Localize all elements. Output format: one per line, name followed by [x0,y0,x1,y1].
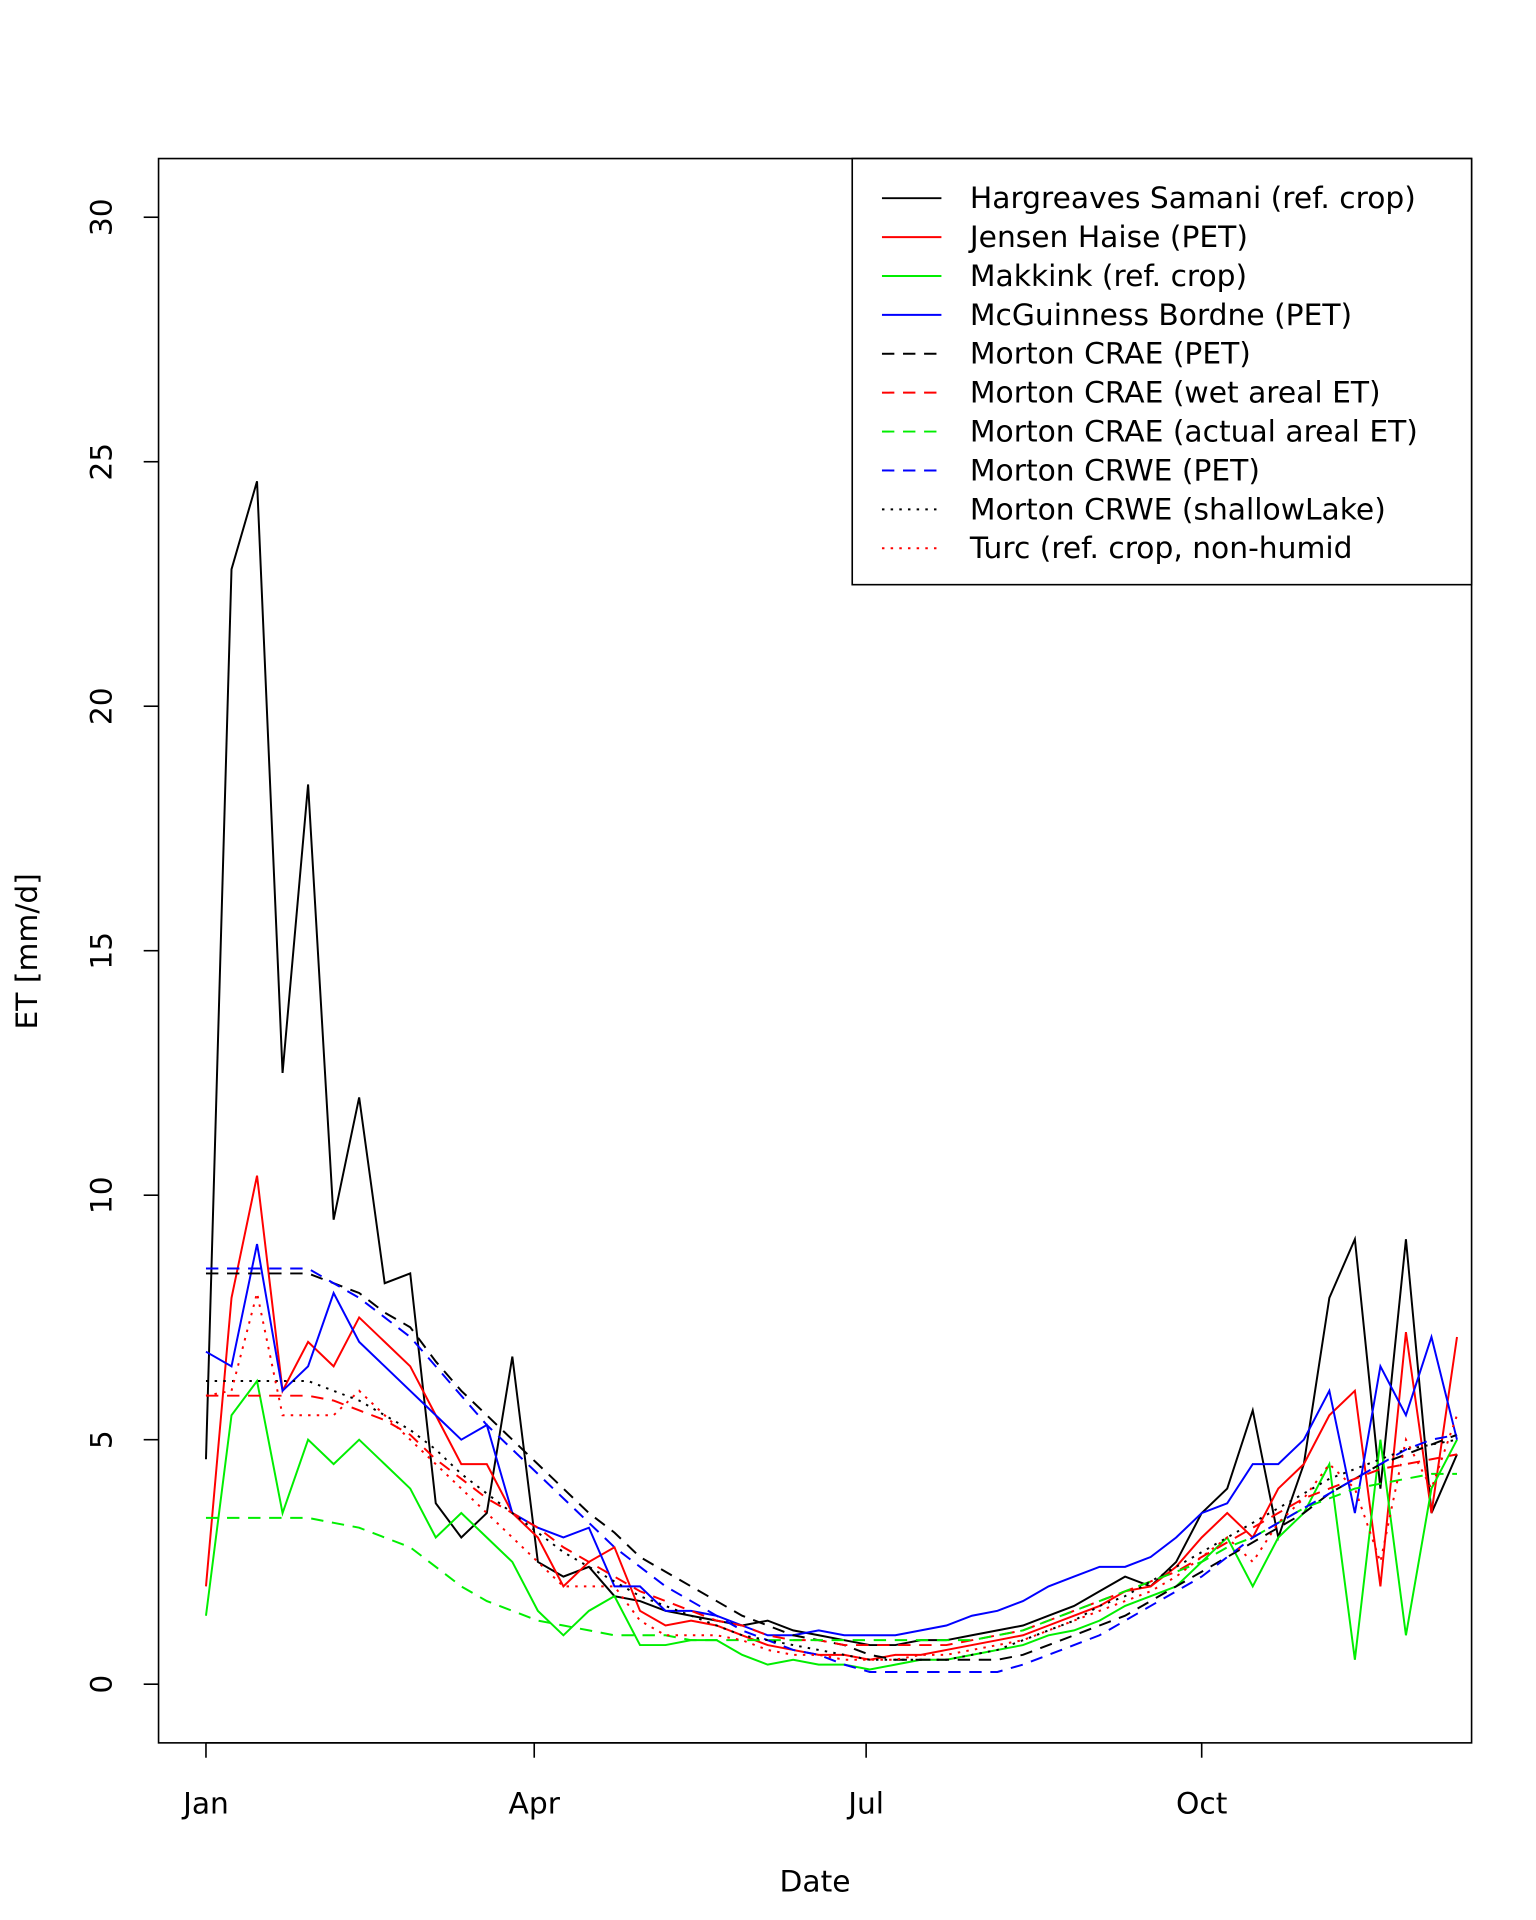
legend-label: McGuinness Bordne (PET) [970,298,1352,333]
y-tick-label: 30 [84,198,119,236]
series-line [205,1243,1458,1637]
series-line [205,1380,1458,1661]
y-axis-label: ET [mm/d] [10,873,45,1029]
y-tick-label: 0 [84,1675,119,1694]
x-tick-label: Jul [846,1786,884,1821]
y-tick-label: 20 [84,687,119,725]
x-tick-label: Jan [181,1786,229,1821]
y-tick-label: 10 [84,1176,119,1214]
series-line [204,1175,1458,1661]
series-line [205,1472,1457,1642]
y-tick-label: 15 [84,932,119,970]
legend-label: Morton CRWE (shallowLake) [970,492,1386,527]
series-line [204,1378,1458,1671]
legend-label: Morton CRAE (PET) [970,337,1251,372]
legend-label: Jensen Haise (PET) [968,220,1248,255]
legend-box [851,157,1473,586]
series-line [205,1267,1458,1673]
x-axis-label: Date [780,1865,851,1900]
legend-label: Hargreaves Samani (ref. crop) [970,181,1416,216]
x-tick-label: Apr [509,1786,561,1821]
legend-label: Morton CRAE (actual areal ET) [970,414,1418,449]
legend-label: Morton CRWE (PET) [970,453,1260,488]
y-tick-label: 25 [84,443,119,481]
legend-label: Makkink (ref. crop) [970,259,1247,294]
series-line [204,481,1458,1647]
series-line [205,1394,1458,1647]
y-tick-label: 5 [84,1430,119,1449]
legend-label: Turc (ref. crop, non-humid [969,531,1353,566]
series-line [205,1292,1458,1661]
lines [204,481,1458,1673]
legend-label: Morton CRAE (wet areal ET) [970,376,1381,411]
x-tick-label: Oct [1176,1786,1227,1821]
series-line [205,1272,1458,1661]
